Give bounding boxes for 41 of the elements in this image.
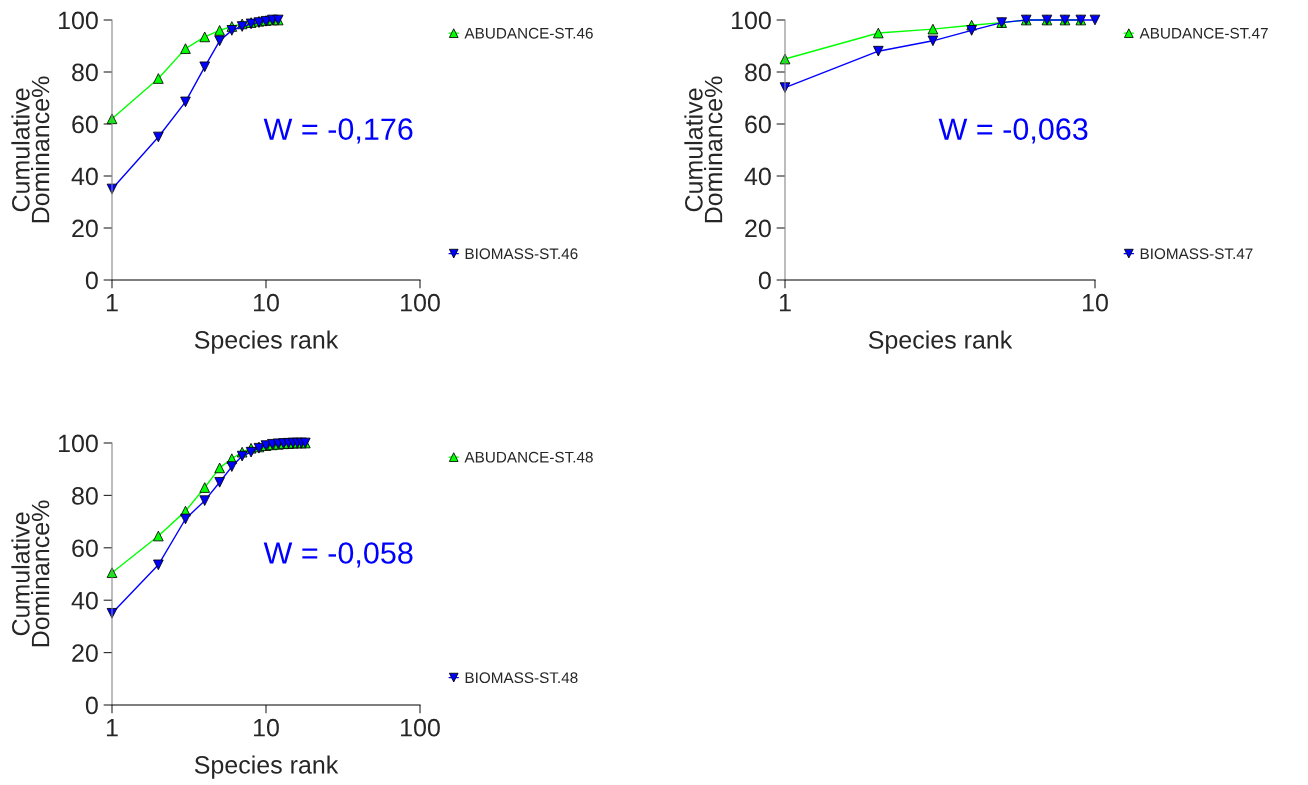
legend-label: ABUDANCE-ST.47 [1139, 27, 1268, 39]
y-tick-label: 100 [59, 434, 98, 453]
x-axis-title: Species rank [194, 330, 339, 354]
x-tick-label: 1 [106, 294, 118, 312]
x-tick-label: 10 [254, 293, 279, 312]
legend-label: BIOMASS-ST.48 [465, 672, 578, 684]
annotation: W = -0,176 [263, 118, 413, 144]
legend-label: ABUDANCE-ST.48 [464, 451, 593, 463]
x-tick-label: 100 [401, 718, 440, 737]
y-tick-label: 40 [744, 167, 771, 186]
legend-label: BIOMASS-ST.46 [465, 248, 578, 260]
legend-label: ABUDANCE-ST.46 [464, 27, 593, 39]
x-tick-label: 100 [401, 293, 440, 312]
y-tick-label: 40 [71, 167, 98, 186]
y-axis-title: Cumulative Dominance% [684, 76, 723, 223]
y-tick-label: 80 [72, 487, 98, 505]
y-tick-label: 20 [72, 644, 98, 662]
x-axis-title: Species rank [868, 330, 1013, 354]
x-tick-label: 10 [1083, 293, 1108, 312]
y-tick-label: 20 [745, 219, 771, 238]
y-tick-label: 20 [72, 219, 98, 238]
y-tick-label: 60 [72, 115, 98, 134]
y-tick-label: 60 [745, 115, 771, 134]
y-tick-label: 80 [72, 63, 98, 82]
x-tick-label: 1 [779, 294, 791, 312]
y-axis-title: Cumulative Dominance% [11, 500, 50, 647]
annotation: W = -0,063 [938, 118, 1088, 144]
x-tick-label: 10 [254, 718, 279, 737]
y-tick-label: 60 [72, 539, 98, 558]
y-tick-label: 0 [758, 271, 771, 290]
y-tick-label: 80 [745, 63, 771, 82]
y-tick-label: 0 [85, 696, 98, 715]
x-tick-label: 1 [106, 719, 118, 737]
legend-label: BIOMASS-ST.47 [1140, 248, 1253, 260]
y-tick-label: 100 [59, 11, 98, 30]
x-axis-title: Species rank [194, 755, 339, 779]
y-tick-label: 0 [85, 271, 98, 290]
y-axis-title: Cumulative Dominance% [11, 76, 50, 223]
y-tick-label: 100 [732, 11, 771, 30]
y-tick-label: 40 [71, 591, 98, 610]
annotation: W = -0,058 [263, 542, 413, 568]
